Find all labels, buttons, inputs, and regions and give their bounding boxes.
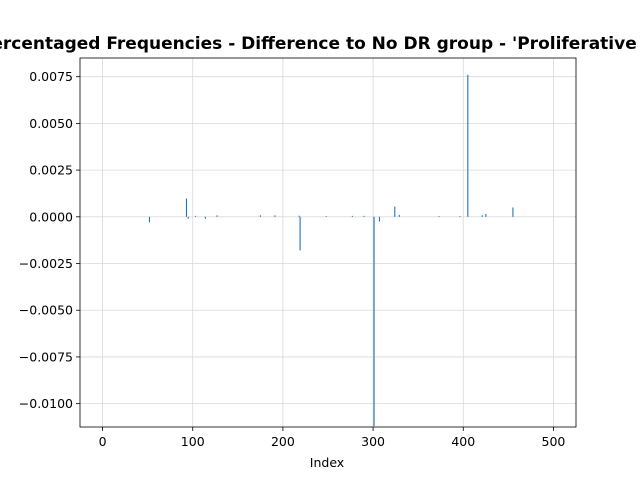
bar: [351, 215, 353, 217]
plot-frame: [79, 57, 577, 428]
bar: [194, 215, 197, 217]
bar: [325, 216, 327, 217]
bar: [187, 216, 189, 219]
grid: [80, 58, 576, 427]
bar: [481, 215, 483, 217]
y-tick-label: 0.0025: [29, 163, 73, 178]
y-tick-label: −0.0050: [19, 303, 73, 318]
y-tick-label: 0.0050: [29, 116, 73, 131]
bar: [512, 207, 514, 217]
bar: [398, 214, 400, 217]
y-axis: −0.0100 −0.0075 −0.0050 −0.0025 0.0000 0.0025…: [19, 69, 80, 411]
bar: [148, 216, 151, 223]
bar: [299, 216, 301, 251]
bar: [298, 215, 300, 217]
x-tick-label: 0: [99, 434, 107, 449]
x-tick-label: 100: [181, 434, 205, 449]
bar: [378, 216, 381, 222]
y-tick-label: −0.0075: [19, 349, 73, 364]
x-axis-label: Index: [310, 455, 344, 470]
bar: [259, 215, 261, 217]
bar: [363, 215, 365, 217]
x-axis: 0 100 200 300 400 500: [99, 427, 566, 449]
x-tick-label: 500: [542, 434, 566, 449]
bar: [467, 74, 469, 217]
bar: [459, 216, 461, 217]
x-tick-label: 300: [361, 434, 385, 449]
bar: [216, 215, 218, 217]
bar: [438, 216, 440, 217]
bar: [394, 206, 396, 217]
bars: [148, 74, 514, 427]
y-tick-label: 0.0000: [29, 209, 73, 224]
y-tick-label: −0.0025: [19, 256, 73, 271]
y-tick-label: −0.0100: [19, 396, 73, 411]
bar: [185, 198, 188, 217]
x-tick-label: 200: [271, 434, 295, 449]
bar: [485, 214, 487, 217]
y-tick-label: 0.0075: [29, 69, 73, 84]
bar: [373, 216, 375, 427]
bar: [274, 215, 276, 217]
bar: [204, 216, 206, 219]
chart-title: Percentaged Frequencies - Difference to …: [0, 34, 640, 54]
x-tick-label: 400: [451, 434, 475, 449]
